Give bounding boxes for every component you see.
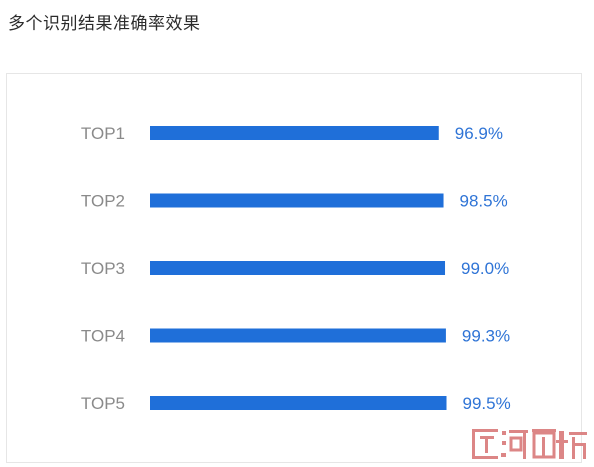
watermark-logo xyxy=(472,429,587,459)
bar-top4 xyxy=(150,328,446,343)
value-label: 98.5% xyxy=(460,192,508,211)
value-label: 96.9% xyxy=(455,124,503,143)
bar-top5 xyxy=(150,396,447,410)
value-label: 99.0% xyxy=(461,259,509,278)
bar-top2 xyxy=(150,193,444,208)
bar-top1 xyxy=(150,126,439,140)
category-label: TOP4 xyxy=(81,327,125,346)
value-label: 99.5% xyxy=(463,394,511,413)
value-label: 99.3% xyxy=(462,327,510,346)
category-label: TOP2 xyxy=(81,192,125,211)
bar-top3 xyxy=(150,261,446,275)
category-label: TOP1 xyxy=(81,124,125,143)
page-title: 多个识别结果准确率效果 xyxy=(8,14,201,34)
category-label: TOP3 xyxy=(81,259,125,278)
category-label: TOP5 xyxy=(81,394,125,413)
